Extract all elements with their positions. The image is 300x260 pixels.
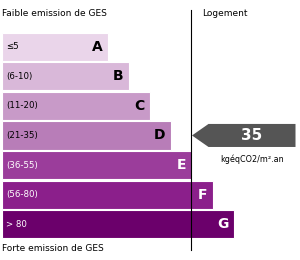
Text: G: G: [217, 217, 229, 231]
Text: F: F: [198, 188, 208, 202]
Text: D: D: [154, 128, 166, 142]
Bar: [2, 151, 192, 179]
Bar: [2, 92, 150, 120]
Text: (36-55): (36-55): [6, 161, 38, 170]
Text: Forte emission de GES: Forte emission de GES: [2, 244, 103, 253]
Text: C: C: [134, 99, 145, 113]
Text: 35: 35: [242, 128, 262, 143]
Text: Faible emission de GES: Faible emission de GES: [2, 9, 106, 18]
Bar: [2, 32, 108, 61]
Text: (21-35): (21-35): [6, 131, 38, 140]
Text: B: B: [113, 69, 124, 83]
Polygon shape: [192, 124, 296, 147]
Bar: [2, 62, 129, 90]
Text: E: E: [177, 158, 187, 172]
Text: (11-20): (11-20): [6, 101, 38, 110]
Bar: [2, 181, 213, 209]
Text: (56-80): (56-80): [6, 190, 38, 199]
Text: > 80: > 80: [6, 220, 27, 229]
Text: ≤5: ≤5: [6, 42, 19, 51]
Bar: [2, 210, 234, 238]
Text: A: A: [92, 40, 103, 54]
Text: Logement: Logement: [202, 9, 248, 18]
Text: (6-10): (6-10): [6, 72, 32, 81]
Text: kgéqCO2/m².an: kgéqCO2/m².an: [220, 155, 284, 164]
Bar: [2, 121, 171, 149]
